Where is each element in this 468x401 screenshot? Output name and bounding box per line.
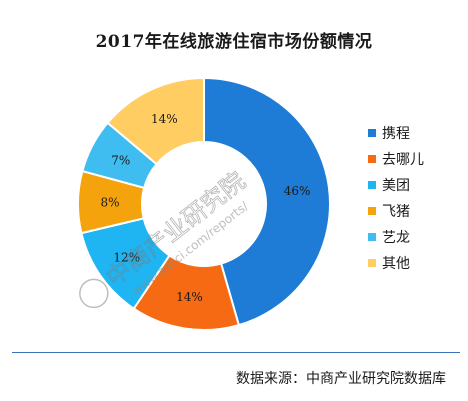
legend: 携程去哪儿美团飞猪艺龙其他 xyxy=(368,120,424,276)
source-note: 数据来源：中商产业研究院数据库 xyxy=(236,371,446,387)
legend-swatch xyxy=(368,181,376,189)
donut-slice-6 xyxy=(106,76,205,166)
slice-value-label-1: 46% xyxy=(284,184,311,198)
slice-value-label-2: 14% xyxy=(176,290,203,304)
legend-swatch xyxy=(368,207,376,215)
legend-item-1: 携程 xyxy=(368,120,424,146)
slice-value-label-6: 14% xyxy=(151,112,178,126)
legend-label: 去哪儿 xyxy=(382,152,424,168)
legend-swatch xyxy=(368,129,376,137)
chart-title: 2017年在线旅游住宿市场份额情况 xyxy=(95,32,373,52)
legend-swatch xyxy=(368,155,376,163)
donut-value-labels: 46% 14% 12% 8% 7% 14% xyxy=(100,112,310,304)
legend-item-3: 美团 xyxy=(368,172,424,198)
legend-label: 携程 xyxy=(382,126,410,142)
legend-item-6: 其他 xyxy=(368,250,424,276)
legend-swatch xyxy=(368,233,376,241)
slice-value-label-5: 7% xyxy=(111,153,130,167)
legend-label: 美团 xyxy=(382,178,410,194)
legend-swatch xyxy=(368,259,376,267)
legend-label: 其他 xyxy=(382,256,410,272)
legend-label: 飞猪 xyxy=(382,204,410,220)
slice-value-label-3: 12% xyxy=(113,251,140,265)
legend-label: 艺龙 xyxy=(382,230,410,246)
slice-value-label-4: 8% xyxy=(100,196,119,210)
divider xyxy=(12,352,460,353)
legend-item-4: 飞猪 xyxy=(368,198,424,224)
legend-item-5: 艺龙 xyxy=(368,224,424,250)
donut-slice-1 xyxy=(203,76,331,327)
donut-slices xyxy=(77,76,331,331)
legend-item-2: 去哪儿 xyxy=(368,146,424,172)
